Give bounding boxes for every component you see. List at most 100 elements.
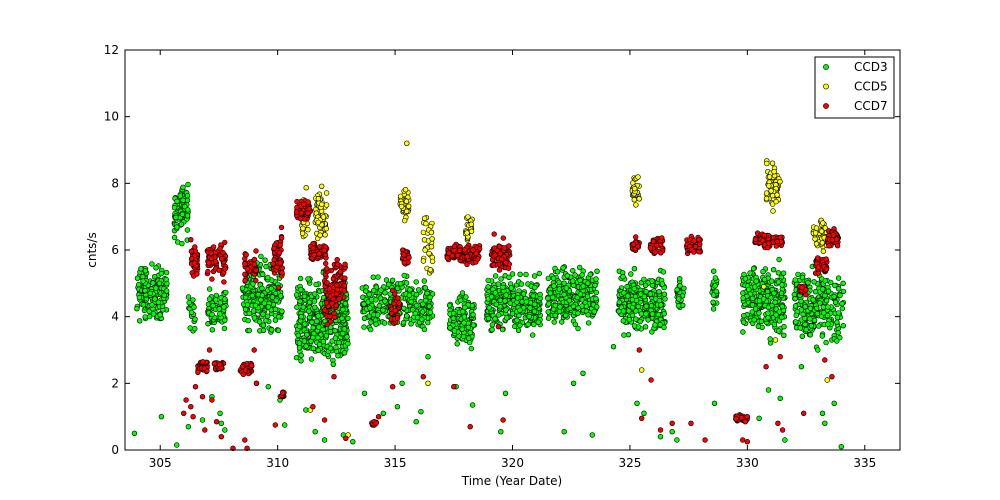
ccd7-point (190, 414, 196, 420)
ccd7-point (316, 251, 322, 257)
ccd7-point (650, 238, 657, 245)
ccd3-point (660, 269, 667, 275)
ccd3-point (584, 293, 591, 300)
ccd3-point (468, 345, 474, 352)
ccd5-point (773, 198, 779, 205)
ccd7-point (823, 256, 829, 262)
ccd7-point (218, 434, 225, 440)
ccd3-point (147, 313, 153, 320)
ccd3-point (179, 211, 186, 218)
ccd3-point (310, 334, 316, 341)
ccd7-point (834, 243, 841, 249)
ccd3-point (523, 299, 530, 305)
ccd5-point (820, 220, 826, 226)
ccd3-point (263, 317, 269, 324)
ccd3-point (461, 314, 468, 320)
ccd3-point (178, 221, 185, 228)
ccd5-point (404, 140, 410, 147)
ccd3-point (625, 332, 632, 338)
ccd3-point (658, 302, 664, 308)
ccd3-point (839, 305, 845, 312)
ccd3-point (591, 308, 597, 315)
ccd3-point (376, 303, 382, 309)
x-tick-label: 325 (618, 456, 641, 470)
ccd3-point (161, 292, 167, 298)
legend-marker-ccd5 (823, 83, 829, 90)
ccd3-point (276, 314, 282, 320)
ccd7-point (760, 237, 766, 244)
ccd3-point (760, 296, 767, 302)
ccd7-point (473, 250, 479, 257)
ccd7-point (775, 420, 781, 426)
ccd5-point (319, 201, 325, 208)
ccd5-point (777, 179, 783, 185)
ccd3-point (341, 350, 348, 356)
ccd3-point (556, 279, 562, 286)
ccd3-point (140, 278, 146, 284)
ccd3-point (621, 332, 627, 338)
ccd3-point (332, 335, 339, 341)
ccd3-point (832, 282, 838, 289)
ccd3-point (268, 285, 274, 292)
ccd3-point (498, 276, 504, 282)
ccd3-point (556, 308, 563, 315)
ccd3-point (641, 276, 647, 283)
ccd3-point (488, 294, 495, 300)
ccd3-point (260, 311, 266, 317)
ccd3-point (222, 317, 228, 323)
ccd3-point (469, 402, 476, 408)
ccd3-point (427, 294, 433, 300)
ccd3-point (642, 324, 649, 330)
ccd3-point (293, 354, 300, 361)
x-tick-label: 315 (384, 456, 407, 470)
ccd3-point (583, 303, 590, 309)
ccd7-point (251, 256, 258, 263)
ccd3-point (781, 332, 787, 338)
ccd3-point (837, 292, 843, 299)
plot-area (125, 50, 900, 450)
ccd7-point (401, 252, 407, 258)
y-tick-label: 0 (111, 443, 119, 457)
ccd3-point (740, 329, 746, 335)
ccd3-point (779, 303, 785, 310)
ccd7-point (343, 435, 349, 441)
ccd5-point (636, 196, 642, 202)
ccd5-point (426, 250, 432, 257)
ccd3-point (156, 280, 163, 286)
ccd3-point (485, 284, 491, 290)
ccd3-point (222, 427, 228, 433)
ccd3-point (217, 300, 224, 306)
ccd3-point (643, 311, 649, 317)
ccd3-point (264, 313, 271, 319)
y-axis-label: cnts/s (85, 232, 99, 267)
ccd5-point (761, 284, 767, 290)
ccd3-point (838, 444, 844, 450)
ccd3-point (577, 277, 583, 283)
ccd3-point (463, 294, 469, 300)
ccd3-point (557, 304, 563, 310)
ccd3-point (485, 315, 492, 321)
ccd3-point (592, 282, 598, 288)
ccd3-point (188, 309, 195, 316)
ccd7-point (321, 247, 327, 254)
ccd7-point (763, 364, 769, 370)
ccd3-point (489, 322, 496, 328)
ccd7-point (251, 347, 257, 353)
ccd3-point (251, 315, 258, 321)
ccd5-point (764, 160, 770, 167)
ccd3-point (304, 332, 310, 338)
ccd7-point (395, 295, 401, 301)
ccd5-point (397, 193, 404, 200)
ccd7-point (222, 266, 228, 272)
ccd3-point (503, 307, 509, 313)
ccd3-point (819, 333, 825, 339)
ccd7-point (652, 249, 658, 255)
ccd3-point (174, 442, 180, 448)
ccd3-point (677, 283, 683, 289)
ccd3-point (179, 240, 185, 247)
ccd3-point (822, 420, 828, 426)
ccd7-point (242, 261, 248, 267)
ccd3-point (303, 343, 309, 349)
ccd3-point (500, 284, 506, 291)
ccd5-point (422, 247, 428, 253)
